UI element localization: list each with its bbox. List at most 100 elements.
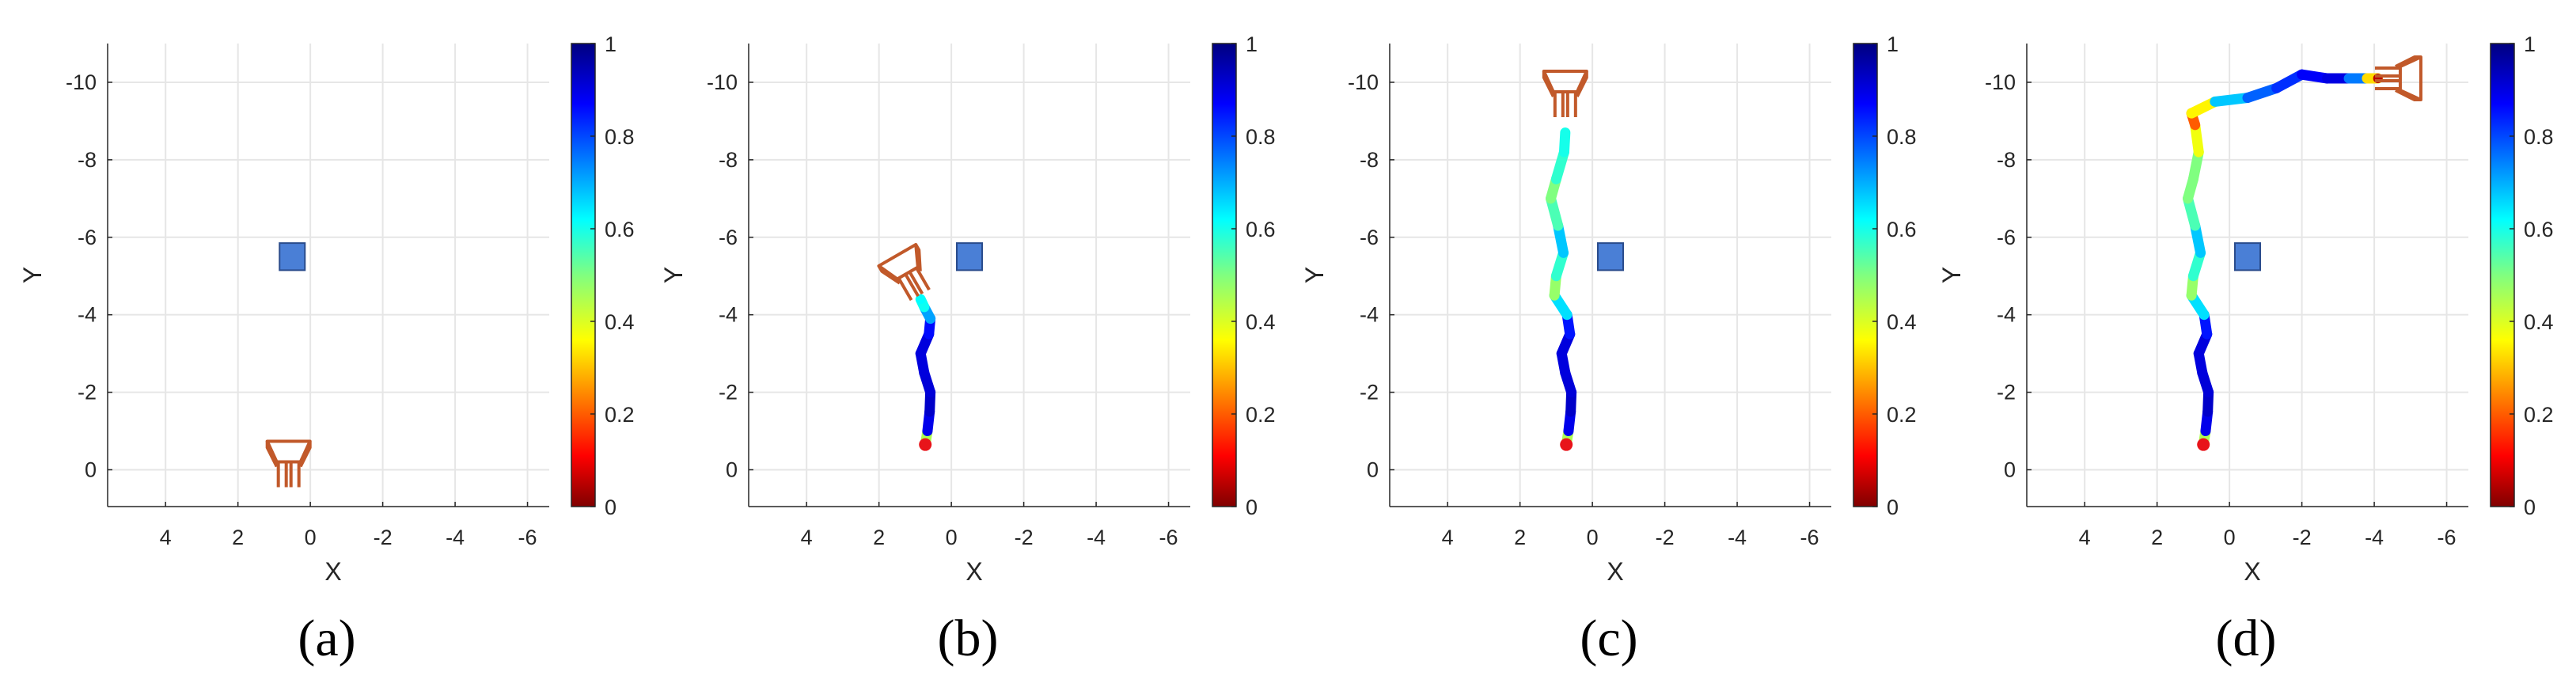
colorbar-tick-label: 0 <box>2524 495 2536 519</box>
start-point-marker <box>1560 438 1573 451</box>
y-tick-label: -6 <box>78 226 97 249</box>
colorbar-tick-label: 1 <box>1887 32 1899 56</box>
colorbar-tick-label: 0.6 <box>605 218 635 241</box>
x-axis-label: X <box>324 557 341 586</box>
x-tick-label: -6 <box>1800 526 1819 549</box>
obstacle-square <box>2233 242 2262 271</box>
robot-camera-frustum <box>1542 69 1588 117</box>
colorbar <box>1853 43 1878 507</box>
colorbar-tick-label: 0.2 <box>1887 403 1917 427</box>
x-tick-label: 2 <box>1514 526 1526 549</box>
x-tick-label: -4 <box>1728 526 1747 549</box>
y-tick-label: -8 <box>1360 148 1379 172</box>
y-tick-label: -2 <box>1360 381 1379 404</box>
x-tick-label: 4 <box>1442 526 1454 549</box>
chart-panel: 4 2 0 -2 -4 -6 0 -2 -4 -6 -8 -10 X Y 0 0.2 0.4 0.6 0.8 1 (a) <box>18 32 635 667</box>
colorbar-tick-label: 0.4 <box>1246 310 1276 334</box>
obstacle-square <box>955 242 984 271</box>
x-tick-label: 2 <box>873 526 885 549</box>
x-tick-label: 2 <box>232 526 244 549</box>
colorbar <box>571 43 596 507</box>
x-tick-label: -4 <box>2365 526 2384 549</box>
colorbar <box>1212 43 1237 507</box>
frustum-sides <box>265 441 312 468</box>
chart-panel: 4 2 0 -2 -4 -6 0 -2 -4 -6 -8 -10 X Y 0 0.2 0.4 0.6 0.8 1 (d) <box>1937 32 2554 667</box>
x-tick-label: 0 <box>1587 526 1599 549</box>
x-tick-label: -6 <box>1159 526 1178 549</box>
y-tick-label: 0 <box>726 458 738 481</box>
x-tick-label: 4 <box>160 526 172 549</box>
colorbar-tick-label: 0.4 <box>605 310 635 334</box>
colorbar-tick-label: 0.6 <box>2524 218 2554 241</box>
y-tick-label: -2 <box>1997 381 2016 404</box>
x-tick-label: 0 <box>946 526 958 549</box>
colorbar-tick-label: 0.2 <box>2524 403 2554 427</box>
colorbar-tick-label: 0.8 <box>605 125 635 149</box>
x-axis-label: X <box>1607 557 1623 586</box>
x-tick-label: 0 <box>305 526 317 549</box>
colorbar-tick-label: 0.6 <box>1887 218 1917 241</box>
panel-label: (b) <box>938 609 999 667</box>
x-tick-label: -2 <box>374 526 393 549</box>
colorbar-tick-label: 0.8 <box>1887 125 1917 149</box>
x-tick-label: 4 <box>2079 526 2091 549</box>
x-tick-label: -4 <box>446 526 465 549</box>
start-point-marker <box>919 438 932 451</box>
colorbar-tick-label: 0.2 <box>605 403 635 427</box>
panel-label: (a) <box>298 609 355 667</box>
colorbar-tick-label: 1 <box>2524 32 2536 56</box>
panel-label: (c) <box>1580 609 1637 667</box>
colorbar-tick-label: 0.2 <box>1246 403 1276 427</box>
colorbar-tick-label: 0 <box>1246 495 1258 519</box>
x-tick-label: 4 <box>801 526 813 549</box>
y-tick-label: 0 <box>1367 458 1379 481</box>
x-tick-label: -6 <box>2438 526 2456 549</box>
x-axis-label: X <box>966 557 982 586</box>
obstacle-square <box>279 242 306 271</box>
x-tick-label: -2 <box>1015 526 1034 549</box>
robot-camera-frustum <box>877 242 931 302</box>
panel-label: (d) <box>2216 609 2277 667</box>
y-tick-label: -4 <box>1360 303 1379 327</box>
y-tick-label: -10 <box>707 70 738 94</box>
colorbar-tick-label: 1 <box>605 32 616 56</box>
y-axis-label: Y <box>18 267 47 283</box>
y-tick-label: -8 <box>719 148 738 172</box>
chart-panel: 4 2 0 -2 -4 -6 0 -2 -4 -6 -8 -10 X Y 0 0.2 0.4 0.6 0.8 1 (c) <box>1300 32 1917 667</box>
y-tick-label: -8 <box>78 148 97 172</box>
y-tick-label: -6 <box>1360 226 1379 249</box>
x-tick-label: -2 <box>1656 526 1675 549</box>
colorbar-tick-label: 0.8 <box>2524 125 2554 149</box>
y-tick-label: -4 <box>1997 303 2016 327</box>
y-tick-label: 0 <box>2004 458 2016 481</box>
y-axis-label: Y <box>1300 267 1329 283</box>
chart-panel: 4 2 0 -2 -4 -6 0 -2 -4 -6 -8 -10 X Y 0 0.2 0.4 0.6 0.8 1 (b) <box>659 32 1276 667</box>
trajectory-end-point <box>1560 127 1570 138</box>
colorbar-tick-label: 0 <box>605 495 616 519</box>
y-axis-label: Y <box>1937 267 1966 283</box>
trajectory-segment <box>2210 93 2253 107</box>
colorbar-tick-label: 0.4 <box>1887 310 1917 334</box>
frustum-sides <box>1542 70 1588 97</box>
colorbar-tick-label: 0 <box>1887 495 1899 519</box>
trajectory-end-point <box>916 294 926 305</box>
frustum-head <box>877 242 920 281</box>
y-tick-label: -10 <box>1348 70 1379 94</box>
colorbar-tick-label: 1 <box>1246 32 1258 56</box>
obstacle-square <box>1596 242 1625 271</box>
x-tick-label: -2 <box>2293 526 2312 549</box>
y-tick-label: -4 <box>719 303 738 327</box>
x-tick-label: -6 <box>518 526 537 549</box>
colorbar-tick-label: 0.4 <box>2524 310 2554 334</box>
colorbar-tick-label: 0.6 <box>1246 218 1276 241</box>
y-tick-label: -10 <box>66 70 97 94</box>
frustum-body <box>897 267 931 302</box>
y-tick-label: -4 <box>78 303 97 327</box>
robot-camera-frustum <box>2374 55 2422 102</box>
colorbar-tick-label: 0.8 <box>1246 125 1276 149</box>
frustum-sides <box>877 243 922 285</box>
frustum-sides <box>2395 55 2421 102</box>
y-tick-label: -6 <box>1997 226 2016 249</box>
colorbar <box>2490 43 2515 507</box>
